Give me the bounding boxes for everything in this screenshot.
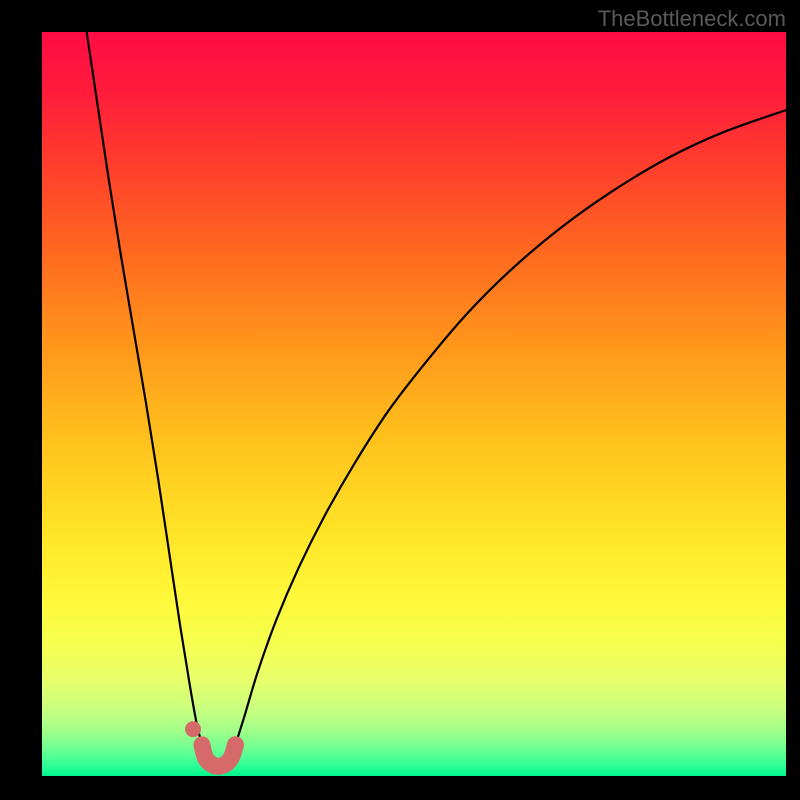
chart-container: TheBottleneck.com — [0, 0, 800, 800]
bottleneck-chart-svg — [0, 0, 800, 800]
dot-marker — [185, 721, 201, 737]
plot-gradient-rect — [42, 32, 786, 776]
watermark-text: TheBottleneck.com — [598, 6, 786, 32]
